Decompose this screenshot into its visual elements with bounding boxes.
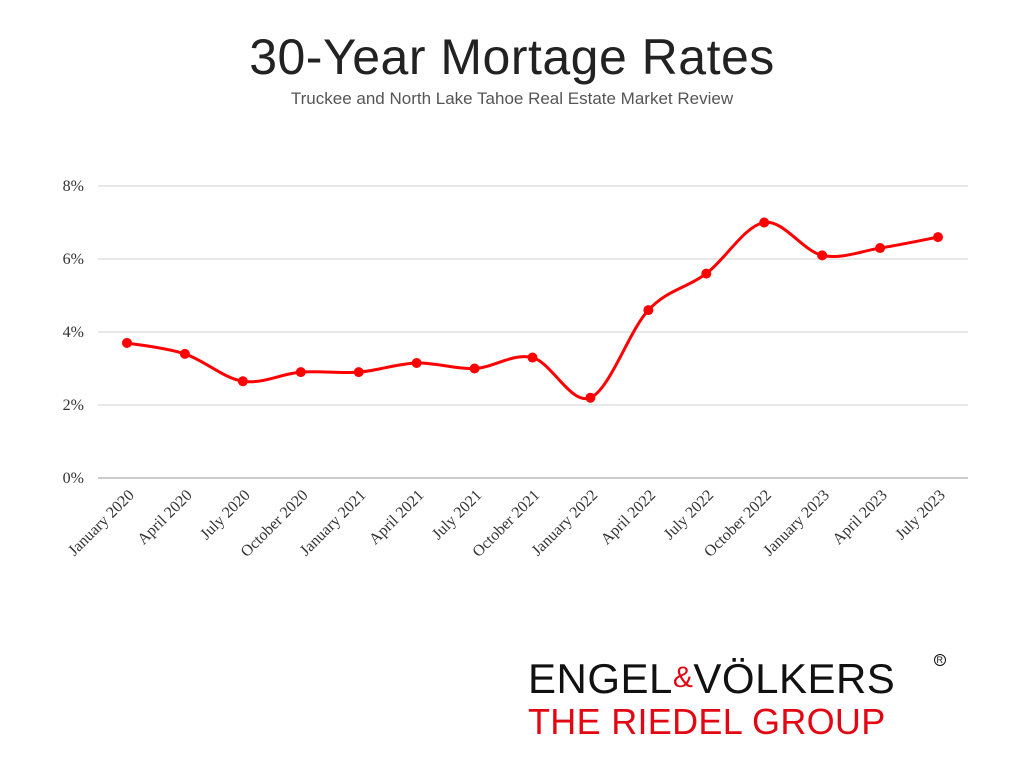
data-point [585,392,596,403]
data-point [817,250,828,261]
x-tick-label: April 2021 [366,487,427,548]
y-tick-label: 4% [63,324,84,341]
x-tick-label: July 2020 [197,487,253,543]
x-tick-label: January 2020 [65,487,138,560]
y-tick-label: 2% [63,397,84,414]
data-point [122,337,132,348]
chart-title: 30-Year Mortage Rates [249,29,775,85]
gridlines [98,185,968,479]
data-point [933,232,943,243]
series-line [126,220,939,401]
x-tick-label: July 2021 [429,487,485,543]
y-tick-label: 0% [63,470,84,487]
data-point [527,352,538,363]
logo-brand-line: ENGEL&VÖLKERS R [528,654,948,702]
data-point [701,268,712,279]
y-tick-label: 6% [63,251,84,268]
x-tick-label: April 2020 [134,487,195,548]
y-tick-label: 8% [63,178,84,195]
logo-brand-ampersand: & [672,661,694,694]
brand-logo: ENGEL&VÖLKERS R THE RIEDEL GROUP [528,654,948,742]
data-point [875,243,886,254]
y-axis-ticks: 0% 2% 4% 6% 8% [63,178,84,487]
x-tick-label: April 2023 [830,487,891,548]
x-tick-label: July 2022 [661,487,717,543]
registered-mark-icon: R [934,654,946,666]
chart-subtitle: Truckee and North Lake Tahoe Real Estate… [290,89,734,108]
logo-brand-engel: ENGEL [528,655,673,702]
data-point [759,217,770,228]
logo-group-name: THE RIEDEL GROUP [528,701,886,742]
data-points [122,217,943,403]
data-point [237,376,248,387]
data-point [295,367,306,378]
data-point [411,358,422,369]
x-tick-label: July 2023 [892,487,948,543]
data-point [179,348,190,359]
logo-brand-volkers: VÖLKERS [693,655,896,702]
x-tick-label: April 2022 [598,487,659,548]
data-point [643,305,654,316]
data-point [469,363,480,374]
data-point [353,367,364,378]
